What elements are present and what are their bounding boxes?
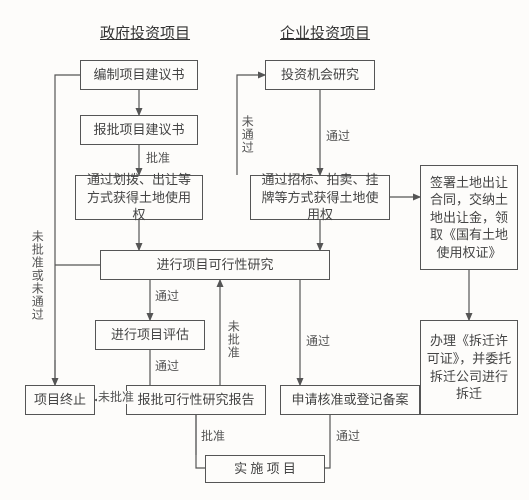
node-c1: 投资机会研究 (265, 60, 375, 90)
edge-label-e6: 未批准 (225, 320, 240, 359)
edge-label-e3: 未通过 (239, 115, 254, 154)
node-g2: 报批项目建议书 (80, 115, 198, 145)
edge-label-e9: 通过 (335, 430, 361, 443)
node-tm: 项目终止 (25, 385, 95, 415)
header-gov: 政府投资项目 (100, 22, 190, 43)
edge-label-e2: 通过 (325, 130, 351, 143)
edge-label-e11: 未批准或未通过 (29, 230, 44, 321)
edge-label-e7: 通过 (305, 335, 331, 348)
node-g3: 通过划拨、出让等方式获得土地使用权 (75, 175, 203, 220)
edge-label-e10: 未批准 (97, 391, 135, 404)
edge-label-e1: 批准 (145, 152, 171, 165)
node-rp: 报批可行性研究报告 (126, 385, 266, 415)
node-f: 进行项目可行性研究 (100, 250, 330, 280)
header-corp: 企业投资项目 (280, 22, 370, 43)
node-im: 实 施 项 目 (205, 455, 325, 483)
edge-label-e5: 通过 (154, 360, 180, 373)
node-s1: 签署土地出让合同，交纳土地出让金，领取《国有土地使用权证》 (420, 165, 518, 270)
edge-label-e8: 批准 (200, 430, 226, 443)
node-c2: 通过招标、拍卖、挂牌等方式获得土地使用权 (250, 175, 390, 220)
node-ap: 申请核准或登记备案 (280, 385, 420, 415)
node-g1: 编制项目建议书 (80, 60, 198, 90)
node-ev: 进行项目评估 (95, 320, 205, 350)
edge-label-e4: 通过 (154, 290, 180, 303)
node-s2: 办理《拆迁许可证》，并委托拆迁公司进行拆迁 (420, 320, 518, 415)
